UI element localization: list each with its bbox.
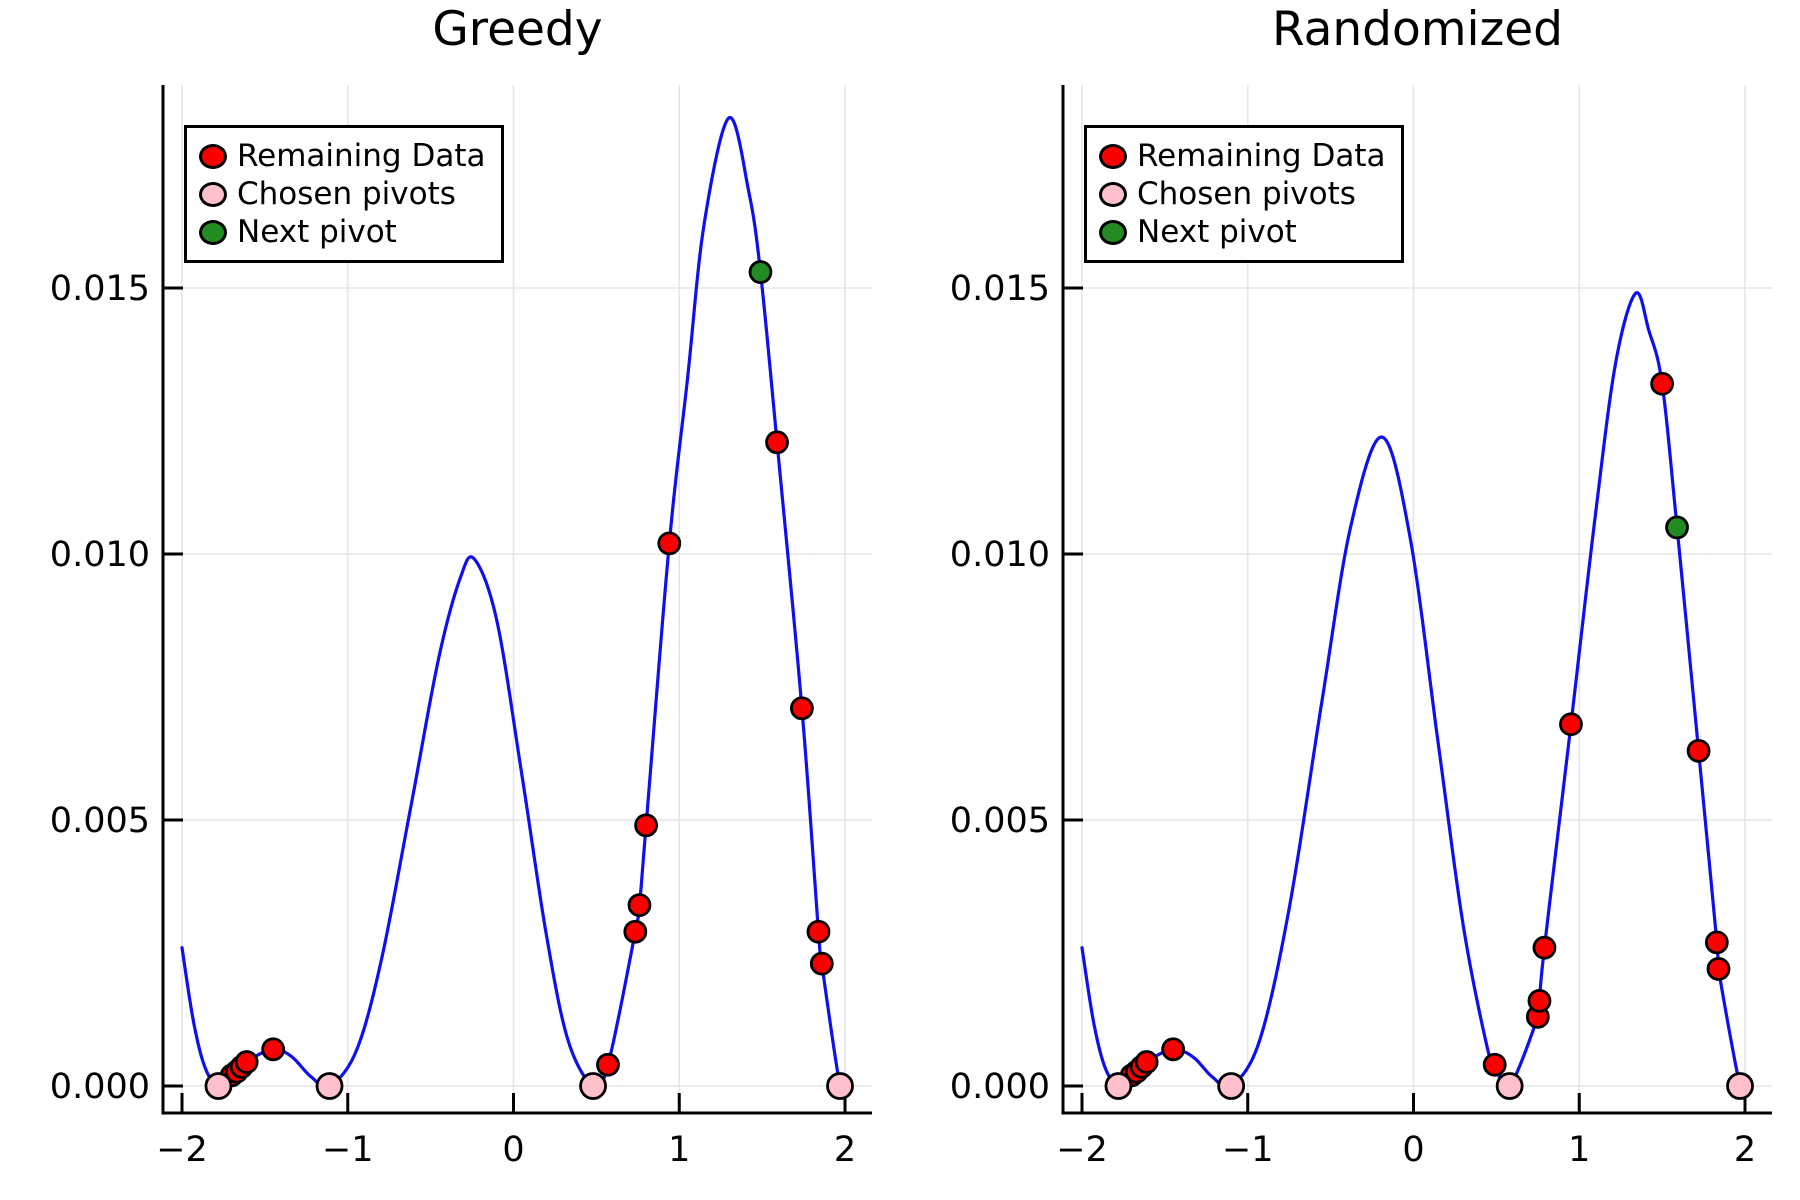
legend-item-next-pivot: Next pivot	[199, 214, 485, 250]
panel-title-greedy: Greedy	[432, 2, 603, 57]
chosen-pivot-point	[1217, 1072, 1246, 1100]
x-tick-label: 2	[834, 1130, 856, 1170]
remaining-data-point	[790, 696, 814, 721]
x-tick-label: −2	[1056, 1130, 1108, 1170]
legend-label: Chosen pivots	[1137, 176, 1356, 212]
remaining-data-point	[1706, 957, 1731, 981]
remaining-data-point	[657, 531, 682, 556]
next-pivot-marker-icon	[1099, 219, 1127, 245]
next-pivot-point	[748, 260, 773, 284]
next-pivot-marker-icon	[199, 219, 227, 245]
x-tick-label: 2	[1734, 1130, 1756, 1170]
legend-label: Remaining Data	[1137, 138, 1386, 174]
y-tick-label: 0.005	[50, 801, 150, 841]
chosen-pivot-point	[579, 1072, 607, 1100]
remaining-data-point	[634, 813, 658, 838]
chosen-pivots-marker-icon	[1099, 181, 1127, 207]
chosen-pivots-marker-icon	[199, 181, 227, 207]
remaining-data-point	[627, 893, 652, 918]
remaining-data-point	[765, 430, 789, 455]
chosen-pivot-point	[315, 1072, 344, 1100]
remaining-data-point	[596, 1052, 620, 1077]
chosen-pivot-point	[1726, 1072, 1754, 1100]
y-tick-label: 0.000	[50, 1067, 150, 1107]
chosen-pivot-point	[826, 1072, 854, 1100]
legend-label: Next pivot	[1137, 214, 1297, 250]
legend-item-remaining-data: Remaining Data	[1099, 138, 1385, 174]
x-tick-label: 0	[502, 1130, 524, 1170]
chosen-pivot-point	[1104, 1072, 1133, 1100]
x-tick-label: −1	[1222, 1130, 1274, 1170]
remaining-data-point	[1482, 1052, 1507, 1077]
remaining-data-point	[809, 951, 834, 976]
remaining-data-point	[1704, 930, 1729, 955]
remaining-data-marker-icon	[1099, 143, 1127, 169]
legend-label: Remaining Data	[237, 138, 486, 174]
legend-item-chosen-pivots: Chosen pivots	[199, 176, 485, 212]
x-tick-label: 1	[668, 1130, 690, 1170]
remaining-data-point	[1686, 738, 1711, 763]
y-tick-label: 0.015	[50, 269, 150, 309]
remaining-data-point	[1559, 712, 1583, 737]
legend-label: Chosen pivots	[237, 176, 456, 212]
chosen-pivot-point	[204, 1072, 233, 1100]
chosen-pivot-point	[1495, 1072, 1524, 1100]
legend-randomized: Remaining Data Chosen pivots Next pivot	[1084, 125, 1405, 263]
remaining-data-point	[1532, 935, 1557, 960]
legend-item-next-pivot: Next pivot	[1099, 214, 1385, 250]
axis-spine	[161, 85, 872, 1115]
legend-label: Next pivot	[237, 214, 397, 250]
x-tick-label: 0	[1402, 1130, 1424, 1170]
remaining-data-marker-icon	[199, 143, 227, 169]
remaining-data-point	[623, 919, 648, 944]
x-tick-label: −1	[322, 1130, 374, 1170]
remaining-data-point	[234, 1050, 259, 1074]
y-tick-label: 0.000	[950, 1067, 1050, 1107]
axis-spine	[1061, 85, 1772, 1115]
remaining-data-point	[1161, 1037, 1186, 1062]
remaining-data-point	[806, 919, 831, 944]
x-tick-label: 1	[1568, 1130, 1590, 1170]
legend-item-chosen-pivots: Chosen pivots	[1099, 176, 1385, 212]
y-tick-label: 0.010	[50, 535, 150, 575]
y-tick-label: 0.010	[950, 535, 1050, 575]
next-pivot-point	[1665, 515, 1689, 540]
remaining-data-point	[1134, 1050, 1159, 1074]
y-tick-label: 0.015	[950, 269, 1050, 309]
x-tick-label: −2	[156, 1130, 208, 1170]
y-tick-label: 0.005	[950, 801, 1050, 841]
remaining-data-point	[1527, 988, 1552, 1013]
legend-item-remaining-data: Remaining Data	[199, 138, 485, 174]
panel-title-randomized: Randomized	[1271, 2, 1564, 57]
legend-greedy: Remaining Data Chosen pivots Next pivot	[184, 125, 505, 263]
remaining-data-point	[261, 1037, 286, 1062]
remaining-data-point	[1650, 371, 1675, 396]
